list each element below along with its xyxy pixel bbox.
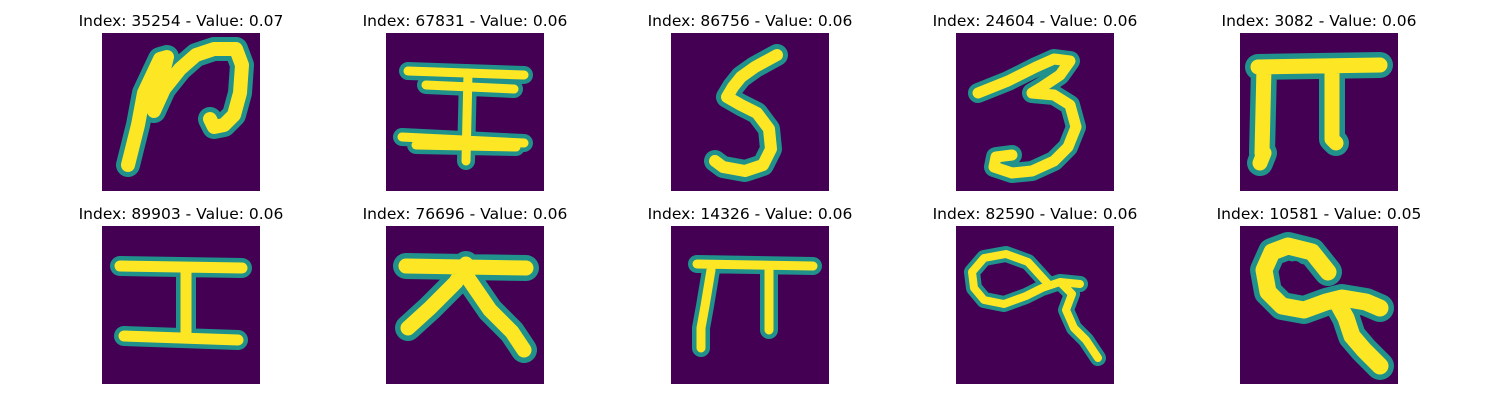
image-cell-6: Index: 89903 - Value: 0.06 (51, 202, 311, 384)
image-cell-8: Index: 14326 - Value: 0.06 (620, 202, 880, 384)
image-title-4: Index: 24604 - Value: 0.06 (932, 12, 1138, 30)
image-cell-9: Index: 82590 - Value: 0.06 (905, 202, 1165, 384)
image-cell-1: Index: 35254 - Value: 0.07 (51, 9, 311, 191)
image-title-5: Index: 3082 - Value: 0.06 (1221, 12, 1417, 30)
handwritten-glyph-image-5 (1240, 33, 1398, 191)
image-title-9: Index: 82590 - Value: 0.06 (932, 205, 1138, 223)
image-cell-5: Index: 3082 - Value: 0.06 (1189, 9, 1449, 191)
handwritten-glyph-image-10 (1240, 226, 1398, 384)
handwritten-glyph-image-9 (956, 226, 1114, 384)
image-cell-7: Index: 76696 - Value: 0.06 (335, 202, 595, 384)
image-title-7: Index: 76696 - Value: 0.06 (362, 205, 568, 223)
image-cell-3: Index: 86756 - Value: 0.06 (620, 9, 880, 191)
image-title-8: Index: 14326 - Value: 0.06 (647, 205, 853, 223)
handwritten-glyph-image-6 (102, 226, 260, 384)
image-cell-10: Index: 10581 - Value: 0.05 (1189, 202, 1449, 384)
handwritten-glyph-image-7 (386, 226, 544, 384)
image-title-1: Index: 35254 - Value: 0.07 (78, 12, 284, 30)
handwritten-glyph-image-2 (386, 33, 544, 191)
handwritten-glyph-image-8 (671, 226, 829, 384)
image-title-6: Index: 89903 - Value: 0.06 (78, 205, 284, 223)
image-title-3: Index: 86756 - Value: 0.06 (647, 12, 853, 30)
handwritten-glyph-image-1 (102, 33, 260, 191)
image-title-10: Index: 10581 - Value: 0.05 (1216, 205, 1422, 223)
handwritten-glyph-image-4 (956, 33, 1114, 191)
image-cell-2: Index: 67831 - Value: 0.06 (335, 9, 595, 191)
handwritten-glyph-image-3 (671, 33, 829, 191)
image-title-2: Index: 67831 - Value: 0.06 (362, 12, 568, 30)
image-cell-4: Index: 24604 - Value: 0.06 (905, 9, 1165, 191)
